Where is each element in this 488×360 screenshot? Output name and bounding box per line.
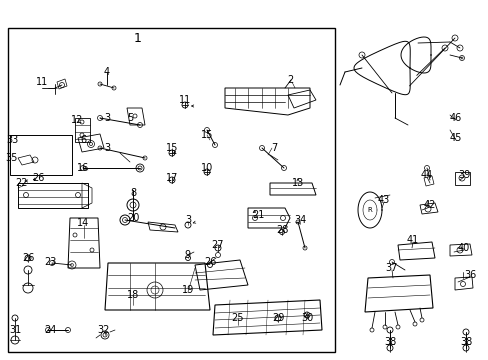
Text: 16: 16	[77, 163, 89, 173]
Text: 44: 44	[420, 170, 432, 180]
Text: 24: 24	[44, 325, 56, 335]
Text: 32: 32	[98, 325, 110, 335]
Text: 11: 11	[179, 95, 191, 105]
Text: 35: 35	[6, 153, 18, 163]
Text: 41: 41	[406, 235, 418, 245]
Text: 14: 14	[77, 218, 89, 228]
Text: 8: 8	[130, 188, 136, 198]
Text: 34: 34	[293, 215, 305, 225]
Text: 10: 10	[201, 163, 213, 173]
Text: 6: 6	[80, 135, 86, 145]
Text: 42: 42	[423, 200, 435, 210]
Text: 36: 36	[463, 270, 475, 280]
Text: 19: 19	[182, 285, 194, 295]
Text: 3: 3	[104, 143, 110, 153]
Text: 17: 17	[165, 173, 178, 183]
Text: 7: 7	[270, 143, 277, 153]
Text: 9: 9	[183, 250, 190, 260]
Text: 33: 33	[6, 135, 18, 145]
Text: 2: 2	[286, 75, 292, 85]
Text: 46: 46	[449, 113, 461, 123]
Text: 43: 43	[377, 195, 389, 205]
Text: 13: 13	[291, 178, 304, 188]
Text: 3: 3	[104, 113, 110, 123]
Text: 20: 20	[126, 213, 139, 223]
Text: 11: 11	[36, 77, 48, 87]
Text: 37: 37	[385, 263, 397, 273]
Text: 39: 39	[457, 170, 469, 180]
Text: 23: 23	[44, 257, 56, 267]
Text: 18: 18	[126, 290, 139, 300]
Text: 4: 4	[104, 67, 110, 77]
Text: R: R	[367, 207, 372, 213]
Text: 27: 27	[211, 240, 224, 250]
Text: 30: 30	[300, 313, 312, 323]
Text: 25: 25	[231, 313, 244, 323]
Text: 26: 26	[22, 253, 34, 263]
Text: 26: 26	[32, 173, 44, 183]
Bar	[10, 135, 72, 175]
Text: 15: 15	[201, 130, 213, 140]
Text: 28: 28	[275, 225, 287, 235]
Text: 5: 5	[126, 113, 133, 123]
Text: 38: 38	[383, 337, 395, 347]
Text: 26: 26	[203, 257, 216, 267]
Text: 29: 29	[271, 313, 284, 323]
Text: 21: 21	[251, 210, 264, 220]
Text: 22: 22	[16, 178, 28, 188]
Text: 31: 31	[9, 325, 21, 335]
Text: 1: 1	[134, 31, 142, 45]
Text: 3: 3	[184, 215, 191, 225]
Text: 45: 45	[449, 133, 461, 143]
Text: 38: 38	[459, 337, 471, 347]
Bar	[8, 28, 334, 352]
Text: 12: 12	[71, 115, 83, 125]
Text: 40: 40	[457, 243, 469, 253]
Text: 15: 15	[165, 143, 178, 153]
